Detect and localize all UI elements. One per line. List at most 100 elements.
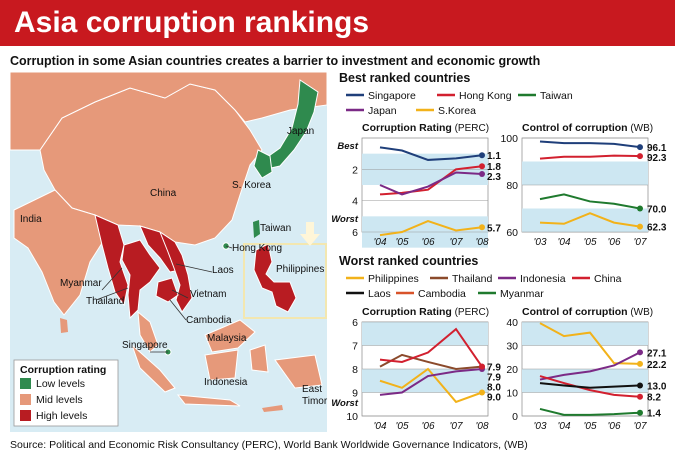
country-east-timor (262, 405, 283, 412)
end-value-label: 22.2 (647, 360, 667, 371)
y-tick-label: 4 (352, 196, 358, 208)
legend-label: Japan (368, 105, 397, 117)
band (522, 161, 648, 185)
end-value-label: 8.2 (647, 393, 661, 404)
legend-item-singapore: Singapore (346, 90, 416, 102)
end-value-label: 2.3 (487, 172, 501, 183)
country-taiwan (253, 220, 260, 238)
chart-worst-perc: Corruption Rating (PERC) 6 7 8 9 10 Worst '04 '0… (331, 306, 501, 432)
map-label-hong-kong: Hong Kong (232, 243, 282, 254)
x-tick-label: '06 (607, 421, 620, 432)
series-endpoint-china (479, 363, 485, 370)
series-line-indonesia (379, 368, 483, 396)
map-label-myanmar: Myanmar (60, 278, 102, 289)
legend-item-cambodia: Cambodia (396, 288, 466, 300)
map-label-india: India (20, 214, 42, 225)
series-endpoint-myanmar (637, 409, 643, 416)
section-title: Best ranked countries (339, 71, 470, 85)
end-value-label: 96.1 (647, 143, 667, 154)
y-best-label: Best (337, 141, 358, 152)
map-label-east: East (302, 384, 322, 395)
series-line-singapore (539, 140, 641, 149)
chart-title: Control of corruption (WB) (522, 306, 653, 318)
y-tick-label: 7 (352, 341, 358, 353)
legend-label: Taiwan (540, 90, 573, 102)
x-tick-label: '05 (583, 237, 596, 248)
legend: Philippines Thailand Indonesia China Laos Cam… (346, 273, 622, 300)
x-tick-label: '08 (475, 237, 488, 248)
legend-swatch-low (20, 378, 31, 389)
series-endpoint-s-korea (479, 224, 485, 231)
map-label-indonesia: Indonesia (204, 377, 248, 388)
down-arrow-icon (300, 222, 320, 246)
y-tick-label: 10 (346, 411, 358, 423)
map-label-laos: Laos (212, 265, 234, 276)
series-endpoint-singapore (479, 152, 485, 159)
legend-label: Laos (368, 288, 391, 300)
legend-swatch-mid (20, 394, 31, 405)
series-endpoint-japan (479, 171, 485, 178)
legend-label-high: High levels (36, 410, 87, 422)
x-tick-label: '07 (633, 237, 646, 248)
end-value-label: 5.7 (487, 223, 501, 234)
map-connector-lines (95, 245, 233, 353)
end-value-label: 1.8 (487, 162, 501, 173)
y-tick-label: 9 (352, 388, 358, 400)
map-connector-line (101, 267, 123, 291)
chart-title: Control of corruption (WB) (522, 122, 653, 134)
x-tick-label: '08 (475, 421, 488, 432)
series-endpoint-s-korea (637, 223, 643, 230)
map-label-china: China (150, 188, 177, 199)
y-tick-label: 60 (506, 227, 518, 239)
map-label-taiwan: Taiwan (260, 223, 291, 234)
x-tick-label: '07 (449, 421, 462, 432)
x-tick-label: '07 (633, 421, 646, 432)
y-tick-label: 6 (352, 317, 358, 329)
legend-item-thailand: Thailand (430, 273, 492, 285)
legend-item-taiwan: Taiwan (518, 90, 573, 102)
series-line-singapore (379, 146, 483, 161)
series-line-laos (539, 382, 641, 389)
chart-title-source: (WB) (628, 307, 654, 318)
charts: Best ranked countries Singapore Hong Kong T… (331, 71, 667, 432)
legend-label: Hong Kong (459, 90, 512, 102)
map-label-cambodia: Cambodia (186, 315, 232, 326)
country-philippines (253, 243, 297, 313)
country-skorea (253, 149, 273, 179)
end-value-label: 1.4 (647, 409, 661, 420)
legend-label: Philippines (368, 273, 419, 285)
country-myanmar (94, 214, 129, 307)
country-vietnam (158, 230, 193, 313)
country-india (13, 189, 105, 316)
worst-ranked-section: Worst ranked countries Philippines Thailan… (339, 254, 622, 300)
end-value-label: 13.0 (647, 381, 667, 392)
band (362, 322, 488, 346)
chart-worst-wb: Control of corruption (WB) 0 10 20 30 40 '03 '0… (506, 306, 667, 432)
page-subtitle: Corruption in some Asian countries creat… (10, 54, 541, 68)
end-value-label: 1.1 (487, 151, 501, 162)
legend-label: Singapore (368, 90, 416, 102)
x-tick-label: '04 (373, 237, 386, 248)
x-tick-label: '03 (533, 237, 546, 248)
map-labels: Japan China S. Korea Taiwan Hong Kong India My… (20, 126, 328, 407)
country-thailand (121, 239, 161, 320)
legend-item-china: China (572, 273, 622, 285)
end-value-label: 27.1 (647, 348, 667, 359)
series-endpoint-hong-kong (637, 153, 643, 160)
end-value-label: 7.9 (487, 373, 501, 384)
series-line-philippines (539, 322, 641, 365)
country-srilanka (60, 318, 68, 333)
legend-item-indonesia: Indonesia (498, 273, 566, 285)
x-tick-label: '04 (557, 421, 570, 432)
legend-box (13, 359, 119, 427)
map-connector-line (171, 289, 189, 299)
series-endpoint-hong-kong (479, 163, 485, 170)
philippines-highlight-box (243, 243, 327, 319)
map-connector-line (175, 263, 213, 273)
y-tick-label: 80 (506, 180, 518, 192)
legend-label: China (594, 273, 622, 285)
legend-swatch-high (20, 410, 31, 421)
map-label-singapore: Singapore (122, 340, 168, 351)
